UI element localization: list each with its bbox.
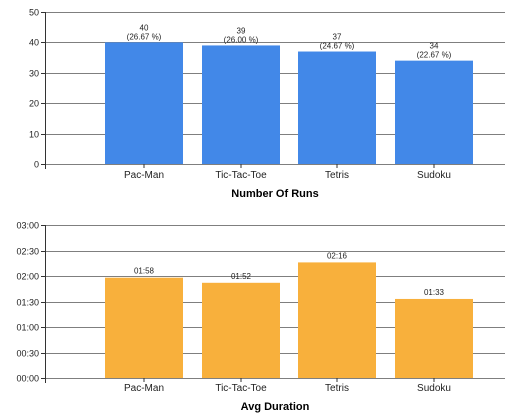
runs-data-label: 40 (140, 23, 149, 32)
runs-category-label: Pac-Man (124, 170, 164, 181)
duration-y-tick-label: 01:30 (16, 298, 39, 308)
duration-y-tick-label: 00:00 (16, 374, 39, 384)
runs-data-label: 34 (430, 42, 439, 51)
duration-chart-title: Avg Duration (241, 401, 310, 413)
runs-bar[interactable] (105, 42, 183, 164)
duration-data-label: 01:52 (231, 272, 252, 281)
duration-bar[interactable] (395, 298, 473, 378)
runs-bar[interactable] (202, 45, 280, 164)
duration-y-tick-label: 02:00 (16, 272, 39, 282)
duration-data-label: 01:58 (134, 267, 155, 276)
runs-category-label: Tic-Tac-Toe (215, 170, 267, 181)
runs-chart-title: Number Of Runs (231, 188, 318, 200)
runs-data-sublabel: (24.67 %) (320, 42, 355, 51)
runs-category-label: Tetris (325, 170, 349, 181)
runs-data-label: 39 (237, 26, 246, 35)
runs-data-sublabel: (26.00 %) (224, 35, 259, 44)
runs-data-sublabel: (26.67 %) (127, 32, 162, 41)
runs-y-tick-label: 20 (29, 99, 39, 109)
runs-bar[interactable] (298, 51, 376, 164)
runs-y-tick-label: 40 (29, 38, 39, 48)
duration-bar[interactable] (298, 262, 376, 378)
runs-data-label: 37 (333, 33, 342, 42)
duration-data-label: 02:16 (327, 251, 348, 260)
runs-y-tick-label: 10 (29, 130, 39, 140)
duration-bar[interactable] (105, 277, 183, 378)
runs-y-tick-label: 50 (29, 8, 39, 18)
runs-data-sublabel: (22.67 %) (417, 51, 452, 60)
duration-y-tick-label: 01:00 (16, 323, 39, 333)
duration-category-label: Sudoku (417, 383, 451, 394)
duration-y-tick-label: 03:00 (16, 221, 39, 231)
duration-data-label: 01:33 (424, 288, 445, 297)
runs-y-tick-label: 0 (34, 160, 39, 170)
avg-duration-chart: 00:00 00:30 01:00 01:30 02:00 02:30 03:00 01:58… (16, 221, 505, 413)
duration-y-tick-label: 02:30 (16, 247, 39, 257)
runs-category-label: Sudoku (417, 170, 451, 181)
duration-category-label: Tetris (325, 383, 349, 394)
duration-category-label: Pac-Man (124, 383, 164, 394)
duration-y-tick-label: 00:30 (16, 349, 39, 359)
duration-category-label: Tic-Tac-Toe (215, 383, 267, 394)
runs-bar[interactable] (395, 60, 473, 164)
duration-bar[interactable] (202, 282, 280, 378)
runs-y-tick-label: 30 (29, 69, 39, 79)
